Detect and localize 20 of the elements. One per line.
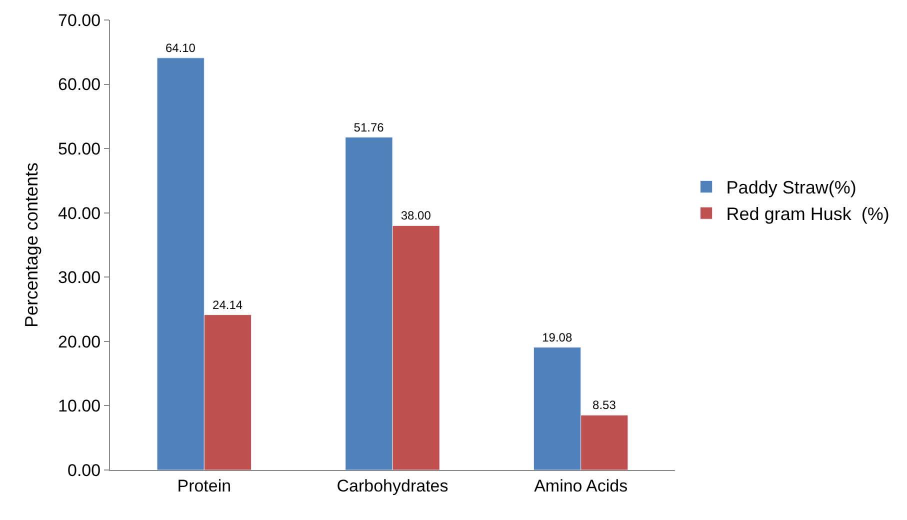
y-tick-label: 0.00 xyxy=(68,460,101,480)
y-tick-label: 30.00 xyxy=(58,268,101,288)
data-label: 38.00 xyxy=(400,208,432,223)
y-tick-label: 20.00 xyxy=(58,332,101,352)
y-tick-label: 10.00 xyxy=(58,396,101,416)
y-tick-label: 40.00 xyxy=(58,204,101,223)
y-axis-title: Percentage contents xyxy=(21,162,42,328)
x-tick-label: Amino Acids xyxy=(534,476,628,496)
x-tick-label: Protein xyxy=(177,476,232,496)
legend-label: Paddy Straw(%) xyxy=(726,178,856,198)
x-tick-label: Carbohydrates xyxy=(336,476,448,496)
y-tick-label: 70.00 xyxy=(58,10,101,30)
data-label: 19.08 xyxy=(542,330,572,344)
y-tick-label: 50.00 xyxy=(58,140,101,159)
data-label: 8.53 xyxy=(592,398,616,412)
y-tick-label: 60.00 xyxy=(58,75,101,94)
legend-label: Red gram Husk (%) xyxy=(726,204,890,224)
data-label: 64.10 xyxy=(165,40,196,55)
data-label: 51.76 xyxy=(354,120,384,134)
data-label: 24.14 xyxy=(212,298,243,312)
